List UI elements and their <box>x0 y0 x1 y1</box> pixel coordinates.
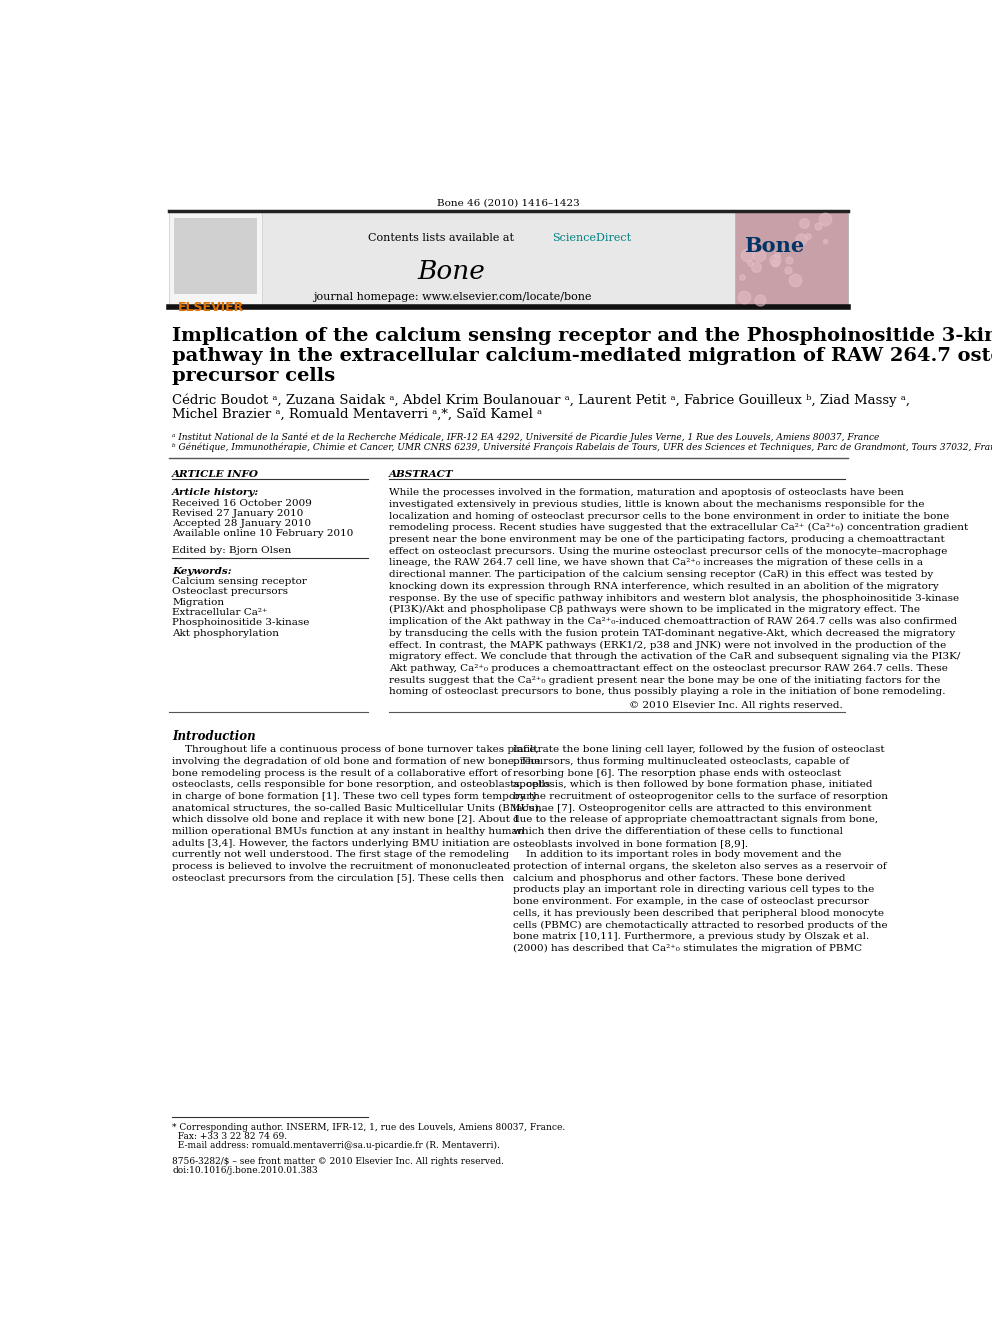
Text: ABSTRACT: ABSTRACT <box>389 470 453 479</box>
Text: Akt phosphorylation: Akt phosphorylation <box>172 628 279 638</box>
Text: ELSEVIER: ELSEVIER <box>179 302 244 314</box>
Text: Introduction: Introduction <box>172 730 256 744</box>
Text: Contents lists available at: Contents lists available at <box>368 233 518 242</box>
Text: Migration: Migration <box>172 598 224 607</box>
Text: Edited by: Bjorn Olsen: Edited by: Bjorn Olsen <box>172 546 292 556</box>
Text: doi:10.1016/j.bone.2010.01.383: doi:10.1016/j.bone.2010.01.383 <box>172 1166 317 1175</box>
Text: journal homepage: www.elsevier.com/locate/bone: journal homepage: www.elsevier.com/locat… <box>312 292 591 302</box>
Text: Bone: Bone <box>418 259 486 284</box>
Text: Throughout life a continuous process of bone turnover takes place,
involving the: Throughout life a continuous process of … <box>172 745 551 882</box>
Bar <box>735 212 848 307</box>
Text: Available online 10 February 2010: Available online 10 February 2010 <box>172 529 353 538</box>
Text: Keywords:: Keywords: <box>172 566 232 576</box>
Text: Michel Brazier ᵃ, Romuald Mentaverri ᵃ,*, Saïd Kamel ᵃ: Michel Brazier ᵃ, Romuald Mentaverri ᵃ,*… <box>172 407 543 421</box>
Text: ᵃ Institut National de la Santé et de la Recherche Médicale, IFR-12 EA 4292, Uni: ᵃ Institut National de la Santé et de la… <box>172 433 880 442</box>
Text: While the processes involved in the formation, maturation and apoptosis of osteo: While the processes involved in the form… <box>389 488 968 696</box>
Text: © 2010 Elsevier Inc. All rights reserved.: © 2010 Elsevier Inc. All rights reserved… <box>630 701 843 710</box>
Text: Received 16 October 2009: Received 16 October 2009 <box>172 499 311 508</box>
Text: Revised 27 January 2010: Revised 27 January 2010 <box>172 509 304 519</box>
Text: 8756-3282/$ – see front matter © 2010 Elsevier Inc. All rights reserved.: 8756-3282/$ – see front matter © 2010 El… <box>172 1156 504 1166</box>
Text: Article history:: Article history: <box>172 488 259 497</box>
Bar <box>169 212 262 307</box>
Text: Accepted 28 January 2010: Accepted 28 January 2010 <box>172 519 311 528</box>
Text: Bone: Bone <box>744 235 805 255</box>
Text: Implication of the calcium sensing receptor and the Phosphoinositide 3-kinase/Ak: Implication of the calcium sensing recep… <box>172 327 992 344</box>
Text: Bone 46 (2010) 1416–1423: Bone 46 (2010) 1416–1423 <box>437 198 579 208</box>
Text: Extracellular Ca²⁺: Extracellular Ca²⁺ <box>172 609 268 617</box>
Text: infiltrate the bone lining cell layer, followed by the fusion of osteoclast
prec: infiltrate the bone lining cell layer, f… <box>513 745 888 953</box>
Text: * Corresponding author. INSERM, IFR-12, 1, rue des Louvels, Amiens 80037, France: * Corresponding author. INSERM, IFR-12, … <box>172 1123 565 1131</box>
Text: E-mail address: romuald.mentaverri@sa.u-picardie.fr (R. Mentaverri).: E-mail address: romuald.mentaverri@sa.u-… <box>172 1142 500 1151</box>
Text: Calcium sensing receptor: Calcium sensing receptor <box>172 577 307 586</box>
Text: pathway in the extracellular calcium-mediated migration of RAW 264.7 osteoclast: pathway in the extracellular calcium-med… <box>172 347 992 365</box>
Text: Cédric Boudot ᵃ, Zuzana Saidak ᵃ, Abdel Krim Boulanouar ᵃ, Laurent Petit ᵃ, Fabr: Cédric Boudot ᵃ, Zuzana Saidak ᵃ, Abdel … <box>172 394 910 407</box>
Text: Osteoclast precursors: Osteoclast precursors <box>172 587 288 597</box>
Text: precursor cells: precursor cells <box>172 366 335 385</box>
Text: ARTICLE INFO: ARTICLE INFO <box>172 470 259 479</box>
Text: Fax: +33 3 22 82 74 69.: Fax: +33 3 22 82 74 69. <box>172 1132 287 1140</box>
Text: ScienceDirect: ScienceDirect <box>553 233 632 242</box>
Bar <box>175 218 257 294</box>
Text: Phosphoinositide 3-kinase: Phosphoinositide 3-kinase <box>172 618 310 627</box>
Text: ᵇ Génétique, Immunothérapie, Chimie et Cancer, UMR CNRS 6239, Université Françoi: ᵇ Génétique, Immunothérapie, Chimie et C… <box>172 443 992 452</box>
Bar <box>169 212 735 307</box>
